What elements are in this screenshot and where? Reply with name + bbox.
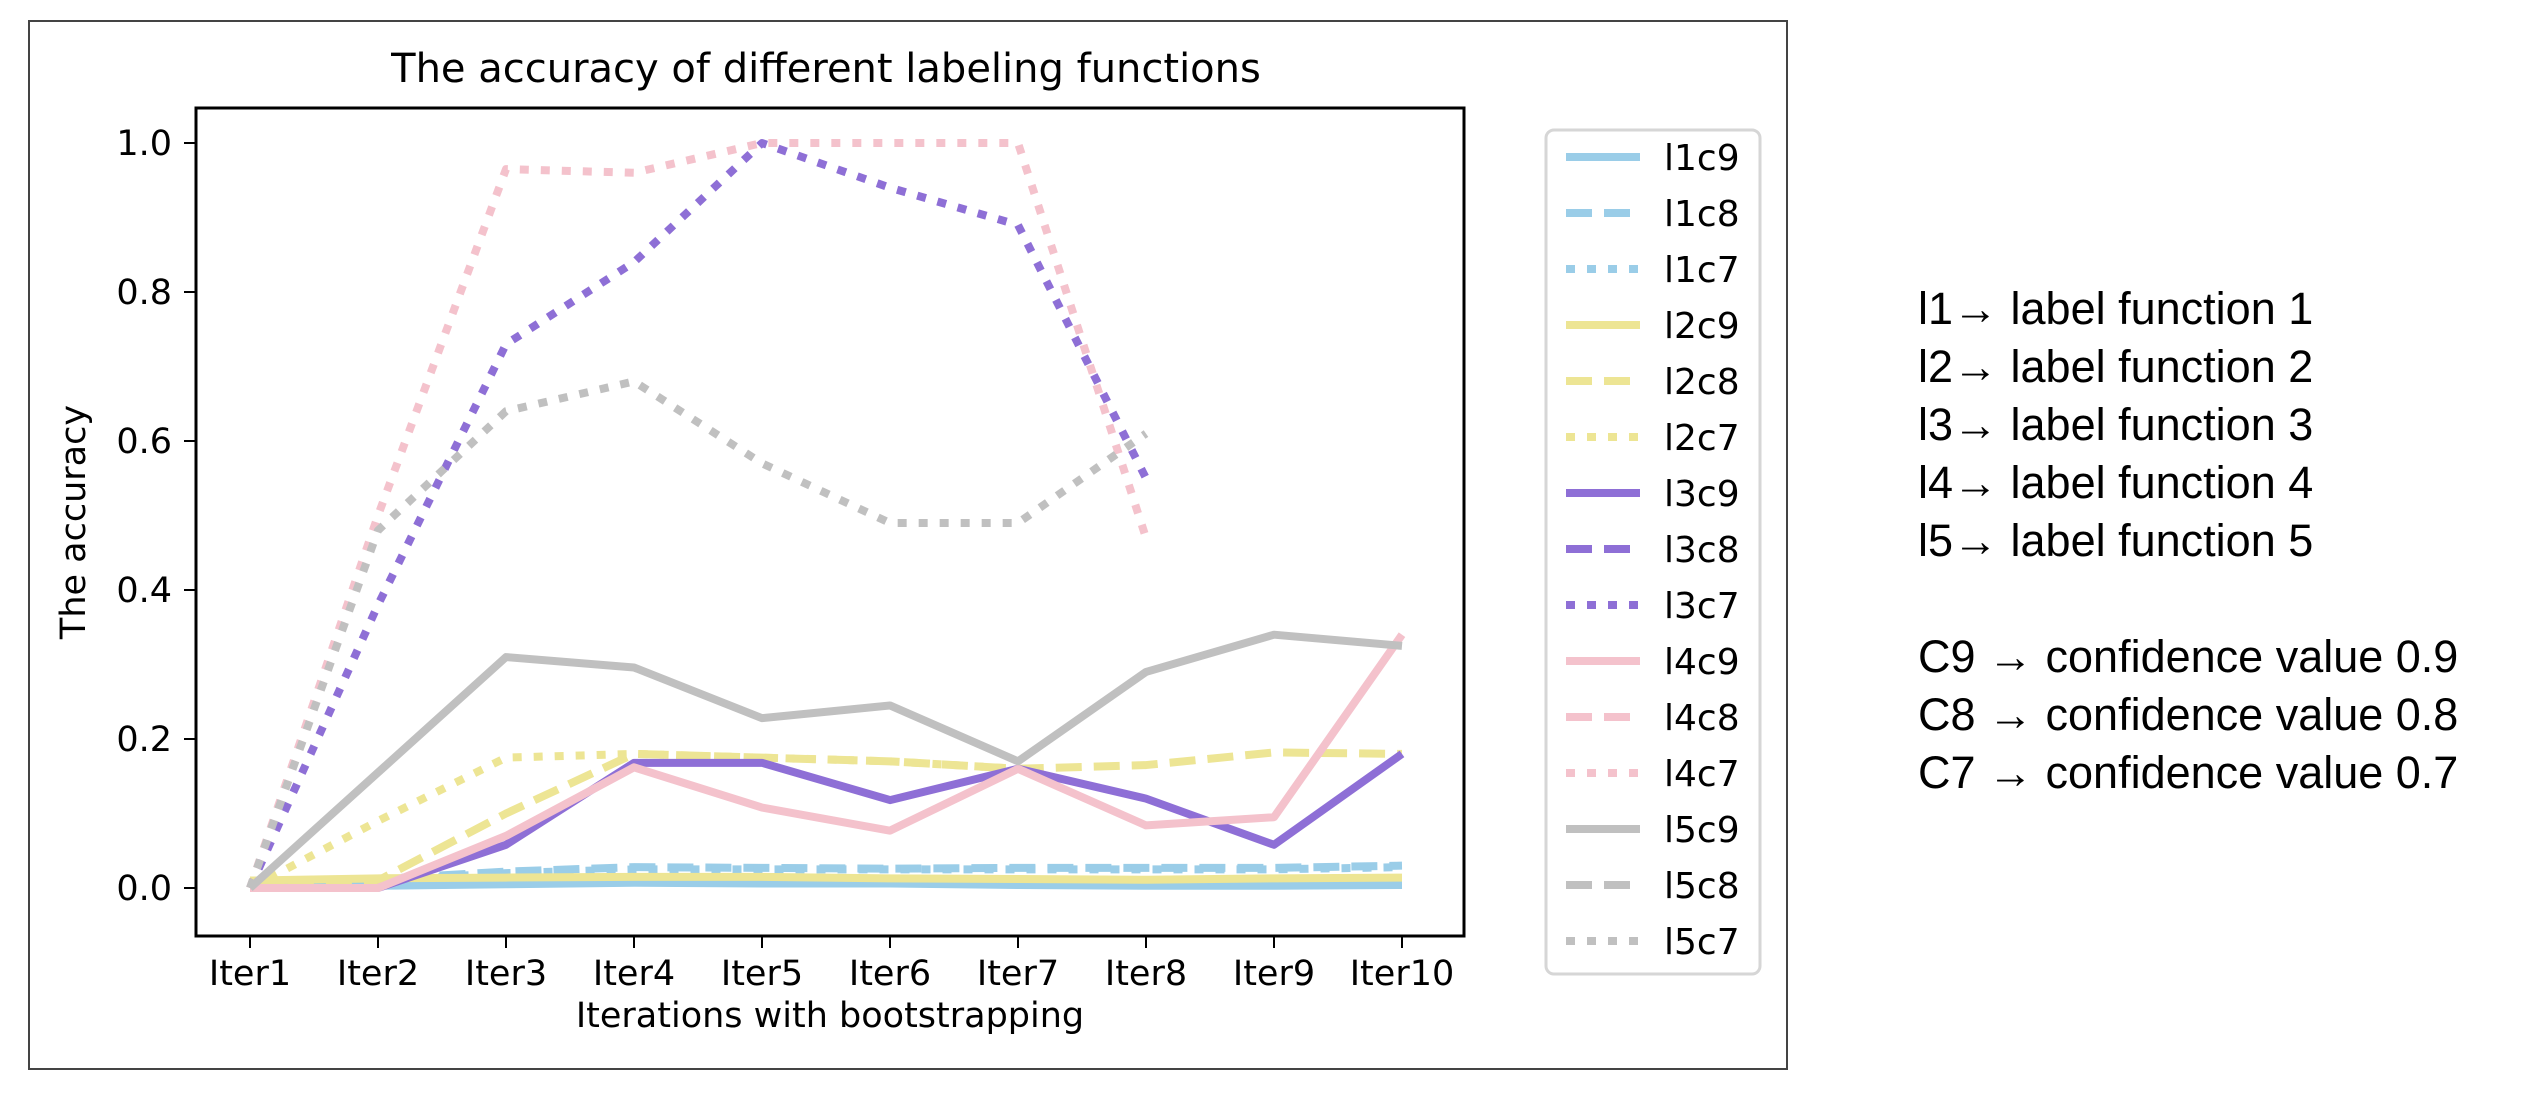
x-tick-label: Iter4: [593, 954, 675, 994]
note-label-function-4: l4→ label function 4: [1918, 457, 2314, 508]
x-tick-label: Iter8: [1105, 954, 1187, 994]
legend-label-l1c7: l1c7: [1664, 250, 1740, 291]
plot-area-frame: [194, 106, 1466, 938]
y-axis-label: The accuracy: [54, 405, 94, 640]
series-line-l3c7: [246, 139, 1150, 890]
legend-label-l4c7: l4c7: [1664, 754, 1740, 795]
series-layer: [246, 139, 1406, 892]
x-tick-label: Iter7: [977, 954, 1059, 994]
x-axis: Iter1 Iter2 Iter3 Iter4 Iter5 Iter6 Iter7 Iter8…: [209, 936, 1454, 994]
y-tick-label: 0.2: [116, 720, 172, 760]
x-tick-label: Iter3: [465, 954, 547, 994]
y-tick-label: 0.6: [116, 422, 172, 462]
legend-label-l1c8: l1c8: [1664, 194, 1740, 235]
y-tick-label: 0.0: [116, 869, 172, 909]
legend-label-l2c7: l2c7: [1664, 418, 1740, 459]
note-label-function-3: l3→ label function 3: [1918, 399, 2314, 450]
note-confidence-c7: C7 → confidence value 0.7: [1918, 747, 2459, 798]
y-tick-label: 0.8: [116, 273, 172, 313]
legend-label-l5c7: l5c7: [1664, 922, 1740, 963]
x-axis-label: Iterations with bootstrapping: [576, 996, 1084, 1036]
x-tick-label: Iter5: [721, 954, 803, 994]
series-line-l5c9: [247, 630, 1403, 891]
legend-label-l5c8: l5c8: [1664, 866, 1740, 907]
x-tick-label: Iter6: [849, 954, 931, 994]
series-line-l2c8: [249, 748, 1403, 892]
series-line-l4c9: [250, 632, 1406, 892]
y-tick-label: 0.4: [116, 571, 172, 611]
chart-title: The accuracy of different labeling funct…: [390, 46, 1261, 92]
accuracy-line-chart: The accuracy of different labeling funct…: [54, 46, 1762, 1036]
y-tick-label: 1.0: [116, 124, 172, 164]
legend-label-l2c8: l2c8: [1664, 362, 1740, 403]
legend-box: [1544, 128, 1762, 976]
note-label-function-2: l2→ label function 2: [1918, 341, 2314, 392]
x-tick-label: Iter9: [1233, 954, 1315, 994]
notes-spacer: [1918, 570, 2458, 628]
y-axis: 0.0 0.2 0.4 0.6 0.8 1.0: [116, 124, 196, 909]
legend: l1c9 l1c8 l1c7 l2c9 l2c8 l2c7 l3c9 l3c8 l3c7 l4c9…: [1566, 138, 1740, 963]
legend-label-l4c9: l4c9: [1664, 642, 1740, 683]
legend-label-l3c7: l3c7: [1664, 586, 1740, 627]
x-tick-label: Iter10: [1350, 954, 1455, 994]
note-label-function-1: l1→ label function 1: [1918, 283, 2314, 334]
notes-panel: l1→ label function 1 l2→ label function …: [1918, 280, 2458, 802]
series-line-l1c9: [249, 878, 1403, 892]
x-tick-label: Iter1: [209, 954, 291, 994]
x-tick-label: Iter2: [337, 954, 419, 994]
legend-label-l3c8: l3c8: [1664, 530, 1740, 571]
figure-frame: [28, 20, 1788, 1070]
legend-label-l4c8: l4c8: [1664, 698, 1740, 739]
series-line-l2c9: [249, 872, 1403, 885]
legend-label-l3c9: l3c9: [1664, 474, 1740, 515]
legend-label-l1c9: l1c9: [1664, 138, 1740, 179]
note-confidence-c9: C9 → confidence value 0.9: [1918, 631, 2459, 682]
legend-label-l5c9: l5c9: [1664, 810, 1740, 851]
legend-label-l2c9: l2c9: [1664, 306, 1740, 347]
note-label-function-5: l5→ label function 5: [1918, 515, 2314, 566]
note-confidence-c8: C8 → confidence value 0.8: [1918, 689, 2459, 740]
series-line-l5c7: [246, 377, 1149, 890]
